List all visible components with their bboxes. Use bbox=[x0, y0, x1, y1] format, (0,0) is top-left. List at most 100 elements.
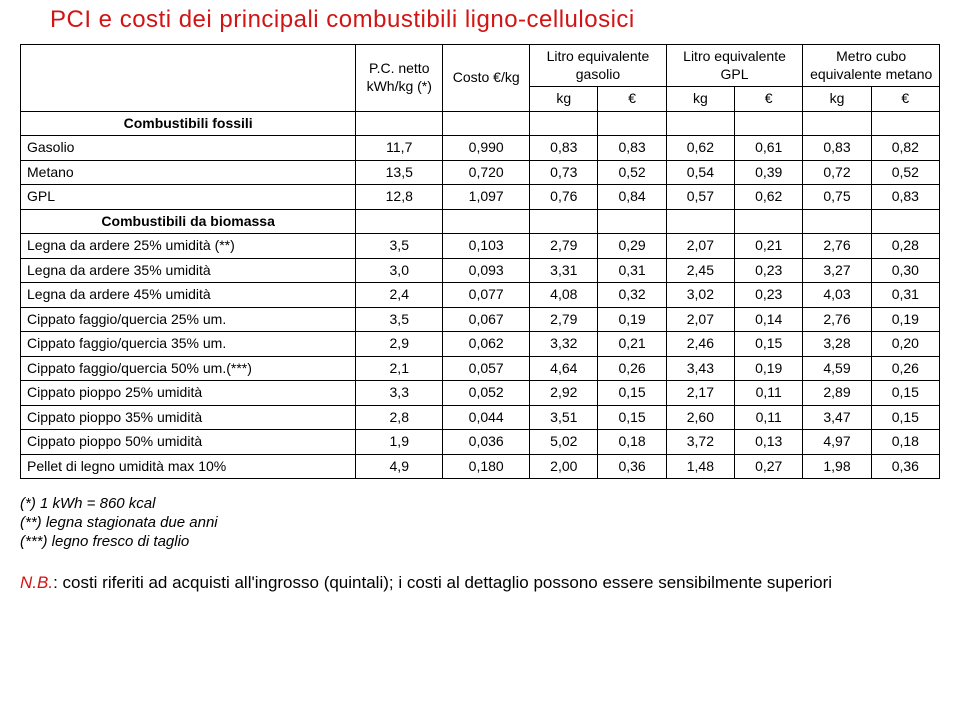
cell-gasolio-eur: 0,15 bbox=[598, 405, 666, 430]
cell-costo: 0,990 bbox=[443, 136, 530, 161]
cell-gpl-kg: 2,45 bbox=[666, 258, 734, 283]
cell-gasolio-eur: 0,52 bbox=[598, 160, 666, 185]
cell-gpl-eur: 0,14 bbox=[735, 307, 803, 332]
cell-costo: 0,077 bbox=[443, 283, 530, 308]
footnote: (***) legno fresco di taglio bbox=[20, 533, 940, 550]
cell-gpl-eur: 0,23 bbox=[735, 283, 803, 308]
cell-costo: 0,720 bbox=[443, 160, 530, 185]
nb-text: : costi riferiti ad acquisti all'ingross… bbox=[53, 573, 832, 592]
footnotes: (*) 1 kWh = 860 kcal (**) legna stagiona… bbox=[20, 495, 940, 550]
cell-metano-kg: 4,97 bbox=[803, 430, 871, 455]
col-pci-header: P.C. netto kWh/kg (*) bbox=[356, 45, 443, 112]
col-gpl-header: Litro equivalente GPL bbox=[666, 45, 803, 87]
row-label: Cippato pioppo 25% umidità bbox=[21, 381, 356, 406]
cell-metano-eur: 0,31 bbox=[871, 283, 939, 308]
cell-metano-kg: 3,47 bbox=[803, 405, 871, 430]
empty-cell bbox=[735, 111, 803, 136]
cell-costo: 0,093 bbox=[443, 258, 530, 283]
cell-gpl-kg: 3,02 bbox=[666, 283, 734, 308]
section-row: Combustibili da biomassa bbox=[21, 209, 940, 234]
table-row: Cippato faggio/quercia 35% um.2,90,0623,… bbox=[21, 332, 940, 357]
cell-gpl-kg: 2,07 bbox=[666, 234, 734, 259]
col-label-header bbox=[21, 45, 356, 112]
cell-metano-eur: 0,26 bbox=[871, 356, 939, 381]
cell-gasolio-kg: 0,73 bbox=[530, 160, 598, 185]
empty-cell bbox=[871, 111, 939, 136]
row-label: GPL bbox=[21, 185, 356, 210]
cell-pci: 2,8 bbox=[356, 405, 443, 430]
cell-gpl-eur: 0,27 bbox=[735, 454, 803, 479]
empty-cell bbox=[530, 209, 598, 234]
cell-metano-kg: 3,28 bbox=[803, 332, 871, 357]
cell-gpl-kg: 2,46 bbox=[666, 332, 734, 357]
row-label: Pellet di legno umidità max 10% bbox=[21, 454, 356, 479]
cell-gpl-eur: 0,13 bbox=[735, 430, 803, 455]
footnote: (**) legna stagionata due anni bbox=[20, 514, 940, 531]
cell-gasolio-eur: 0,18 bbox=[598, 430, 666, 455]
cell-costo: 0,052 bbox=[443, 381, 530, 406]
cell-costo: 0,044 bbox=[443, 405, 530, 430]
cell-gpl-kg: 3,43 bbox=[666, 356, 734, 381]
cell-gasolio-kg: 2,00 bbox=[530, 454, 598, 479]
row-label: Cippato pioppo 50% umidità bbox=[21, 430, 356, 455]
cell-gpl-eur: 0,61 bbox=[735, 136, 803, 161]
cell-gpl-kg: 1,48 bbox=[666, 454, 734, 479]
cell-metano-eur: 0,19 bbox=[871, 307, 939, 332]
cell-metano-eur: 0,83 bbox=[871, 185, 939, 210]
sub-kg: kg bbox=[803, 87, 871, 112]
cell-gasolio-eur: 0,83 bbox=[598, 136, 666, 161]
cell-pci: 2,4 bbox=[356, 283, 443, 308]
cell-gpl-kg: 2,60 bbox=[666, 405, 734, 430]
cell-costo: 0,062 bbox=[443, 332, 530, 357]
cell-costo: 0,067 bbox=[443, 307, 530, 332]
cell-gasolio-eur: 0,19 bbox=[598, 307, 666, 332]
cell-metano-eur: 0,15 bbox=[871, 381, 939, 406]
slide-page: PCI e costi dei principali combustibili … bbox=[0, 0, 960, 713]
sub-kg: kg bbox=[530, 87, 598, 112]
cell-gasolio-kg: 0,83 bbox=[530, 136, 598, 161]
cell-gpl-eur: 0,23 bbox=[735, 258, 803, 283]
cell-gasolio-kg: 2,79 bbox=[530, 307, 598, 332]
cell-metano-kg: 0,75 bbox=[803, 185, 871, 210]
cell-metano-kg: 2,76 bbox=[803, 307, 871, 332]
cell-gasolio-eur: 0,26 bbox=[598, 356, 666, 381]
cell-gasolio-kg: 5,02 bbox=[530, 430, 598, 455]
empty-cell bbox=[803, 209, 871, 234]
row-label: Cippato faggio/quercia 50% um.(***) bbox=[21, 356, 356, 381]
cell-metano-eur: 0,30 bbox=[871, 258, 939, 283]
cell-gasolio-kg: 3,31 bbox=[530, 258, 598, 283]
row-label: Legna da ardere 35% umidità bbox=[21, 258, 356, 283]
cell-costo: 0,036 bbox=[443, 430, 530, 455]
row-label: Cippato faggio/quercia 35% um. bbox=[21, 332, 356, 357]
cell-pci: 11,7 bbox=[356, 136, 443, 161]
section-row: Combustibili fossili bbox=[21, 111, 940, 136]
cell-gasolio-kg: 3,32 bbox=[530, 332, 598, 357]
table-row: Legna da ardere 45% umidità2,40,0774,080… bbox=[21, 283, 940, 308]
cell-gasolio-eur: 0,15 bbox=[598, 381, 666, 406]
cell-costo: 0,057 bbox=[443, 356, 530, 381]
sub-kg: kg bbox=[666, 87, 734, 112]
cell-metano-eur: 0,18 bbox=[871, 430, 939, 455]
cell-gasolio-eur: 0,36 bbox=[598, 454, 666, 479]
cell-metano-kg: 4,59 bbox=[803, 356, 871, 381]
empty-cell bbox=[735, 209, 803, 234]
cell-pci: 4,9 bbox=[356, 454, 443, 479]
cell-metano-eur: 0,15 bbox=[871, 405, 939, 430]
empty-cell bbox=[443, 209, 530, 234]
col-metano-header: Metro cubo equivalente metano bbox=[803, 45, 940, 87]
cell-gasolio-kg: 2,79 bbox=[530, 234, 598, 259]
cell-metano-kg: 0,72 bbox=[803, 160, 871, 185]
table-row: Cippato faggio/quercia 50% um.(***)2,10,… bbox=[21, 356, 940, 381]
table-row: Gasolio11,70,9900,830,830,620,610,830,82 bbox=[21, 136, 940, 161]
cell-gpl-eur: 0,11 bbox=[735, 405, 803, 430]
cell-pci: 1,9 bbox=[356, 430, 443, 455]
footnote: (*) 1 kWh = 860 kcal bbox=[20, 495, 940, 512]
cell-pci: 12,8 bbox=[356, 185, 443, 210]
col-gasolio-header: Litro equivalente gasolio bbox=[530, 45, 667, 87]
col-costo-header: Costo €/kg bbox=[443, 45, 530, 112]
cell-metano-kg: 0,83 bbox=[803, 136, 871, 161]
section-title: Combustibili fossili bbox=[21, 111, 356, 136]
empty-cell bbox=[803, 111, 871, 136]
cell-pci: 3,3 bbox=[356, 381, 443, 406]
cell-gasolio-eur: 0,84 bbox=[598, 185, 666, 210]
